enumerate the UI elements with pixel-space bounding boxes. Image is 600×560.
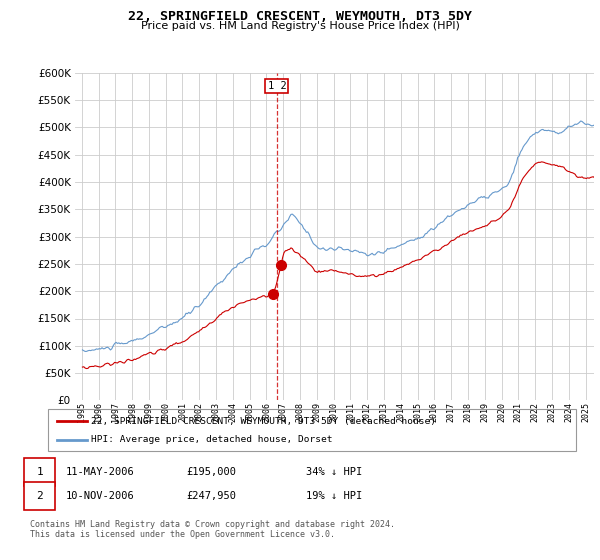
- Text: Price paid vs. HM Land Registry's House Price Index (HPI): Price paid vs. HM Land Registry's House …: [140, 21, 460, 31]
- Text: £195,000: £195,000: [186, 466, 236, 477]
- Text: 22, SPRINGFIELD CRESCENT, WEYMOUTH, DT3 5DY (detached house): 22, SPRINGFIELD CRESCENT, WEYMOUTH, DT3 …: [91, 417, 436, 426]
- Text: HPI: Average price, detached house, Dorset: HPI: Average price, detached house, Dors…: [91, 435, 332, 444]
- Text: £247,950: £247,950: [186, 491, 236, 501]
- Text: 1: 1: [36, 466, 43, 477]
- Text: 2: 2: [36, 491, 43, 501]
- Text: 11-MAY-2006: 11-MAY-2006: [66, 466, 135, 477]
- Text: 22, SPRINGFIELD CRESCENT, WEYMOUTH, DT3 5DY: 22, SPRINGFIELD CRESCENT, WEYMOUTH, DT3 …: [128, 10, 472, 22]
- Text: 34% ↓ HPI: 34% ↓ HPI: [306, 466, 362, 477]
- Text: 19% ↓ HPI: 19% ↓ HPI: [306, 491, 362, 501]
- Text: 10-NOV-2006: 10-NOV-2006: [66, 491, 135, 501]
- Text: 1 2: 1 2: [268, 81, 286, 91]
- Text: Contains HM Land Registry data © Crown copyright and database right 2024.
This d: Contains HM Land Registry data © Crown c…: [30, 520, 395, 539]
